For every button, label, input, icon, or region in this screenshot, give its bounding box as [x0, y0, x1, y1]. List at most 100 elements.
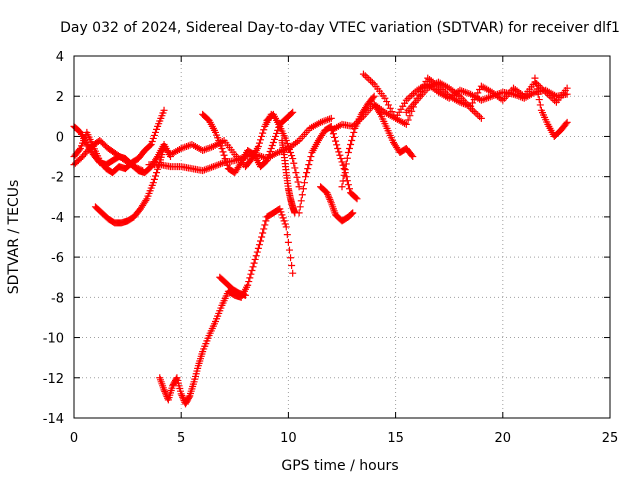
- data-point: [265, 151, 273, 159]
- data-point: [185, 393, 193, 401]
- data-point: [246, 274, 254, 282]
- data-point: [476, 113, 484, 121]
- data-point: [295, 183, 303, 191]
- data-point: [280, 217, 288, 225]
- series-upper-c: [370, 100, 417, 161]
- data-point: [160, 106, 168, 114]
- data-point: [298, 191, 306, 199]
- axis-ticks: [73, 55, 611, 419]
- data-point: [272, 132, 280, 140]
- data-point: [274, 126, 282, 134]
- data-point: [142, 196, 150, 204]
- data-point: [535, 96, 543, 104]
- data-point: [468, 106, 476, 114]
- data-point: [472, 109, 480, 117]
- data-point: [346, 145, 354, 153]
- data-point: [359, 70, 367, 78]
- y-tick-label: 0: [56, 130, 64, 145]
- data-point: [281, 220, 289, 228]
- data-point: [325, 194, 333, 202]
- y-tick-label: -4: [51, 211, 64, 226]
- data-point: [365, 75, 373, 83]
- data-point: [268, 141, 276, 149]
- data-point: [332, 137, 340, 145]
- data-point: [339, 161, 347, 169]
- y-tick-label: -12: [43, 372, 64, 387]
- data-point: [540, 87, 548, 95]
- data-point: [305, 161, 313, 169]
- y-tick-label: -6: [51, 251, 64, 266]
- data-point: [340, 165, 348, 173]
- data-point: [242, 291, 250, 299]
- data-point: [409, 153, 417, 161]
- data-point: [220, 151, 228, 159]
- data-point: [221, 155, 229, 163]
- x-tick-label: 10: [280, 431, 297, 446]
- data-point: [302, 173, 310, 181]
- data-point: [252, 252, 260, 260]
- data-point: [342, 160, 350, 168]
- data-point: [474, 111, 482, 119]
- data-point: [477, 114, 485, 122]
- data-point: [253, 248, 261, 256]
- data-point: [563, 84, 571, 92]
- data-point: [348, 136, 356, 144]
- data-point: [338, 183, 346, 191]
- y-tick-label: -10: [43, 332, 64, 347]
- data-point: [288, 261, 296, 269]
- series-spur-9-10: [278, 136, 299, 217]
- y-tick-label: 2: [56, 90, 64, 105]
- data-point: [532, 79, 540, 87]
- x-axis-label: GPS time / hours: [281, 458, 398, 474]
- data-point: [353, 195, 361, 203]
- data-point: [153, 154, 161, 162]
- data-point: [283, 139, 291, 147]
- data-point: [335, 148, 343, 156]
- data-point: [324, 192, 332, 200]
- data-point: [161, 388, 169, 396]
- y-axis-label: SDTVAR / TECUs: [6, 180, 22, 295]
- data-point: [260, 126, 268, 134]
- data-point: [257, 237, 265, 245]
- data-point: [218, 145, 226, 153]
- series-dip: [156, 205, 297, 408]
- data-point: [251, 255, 259, 263]
- data-point: [249, 263, 257, 271]
- data-point: [294, 178, 302, 186]
- data-point: [367, 77, 375, 85]
- data-point: [160, 386, 168, 394]
- data-point: [288, 152, 296, 160]
- data-point: [254, 143, 262, 150]
- data-point: [285, 146, 293, 154]
- series-tail-22: [531, 74, 571, 140]
- data-point: [255, 139, 263, 147]
- data-point: [177, 390, 185, 398]
- data-point: [248, 267, 256, 275]
- data-point: [534, 90, 542, 98]
- x-tick-label: 20: [495, 431, 512, 446]
- data-point: [361, 72, 369, 80]
- data-point: [368, 78, 376, 86]
- chart-title: Day 032 of 2024, Sidereal Day-to-day VTE…: [60, 20, 620, 36]
- data-point: [350, 128, 358, 136]
- data-point: [330, 133, 338, 141]
- data-point: [347, 140, 355, 148]
- data-point: [287, 149, 295, 157]
- data-point: [283, 231, 291, 239]
- data-point: [338, 158, 346, 166]
- data-point: [150, 175, 158, 183]
- data-point: [291, 164, 299, 172]
- data-point: [153, 125, 161, 133]
- data-point: [148, 137, 156, 145]
- x-tick-label: 5: [177, 431, 185, 446]
- data-point: [266, 148, 274, 156]
- grid-lines: [74, 56, 610, 418]
- data-point: [563, 90, 571, 98]
- data-point: [406, 112, 414, 120]
- data-point: [260, 225, 268, 233]
- data-point: [257, 136, 265, 144]
- y-tick-labels: -14 -12 -10 -8 -6 -4 -2 0 2 4: [43, 50, 64, 427]
- data-point: [562, 120, 570, 128]
- data-point: [334, 145, 342, 153]
- y-tick-label: -14: [43, 412, 64, 427]
